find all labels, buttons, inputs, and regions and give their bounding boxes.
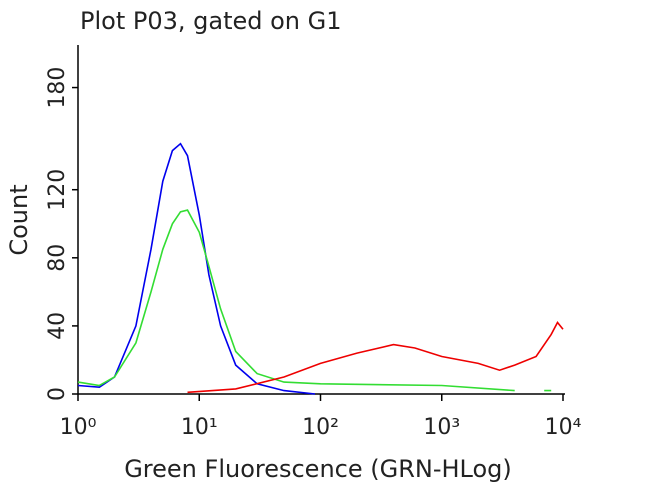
chart-title: Plot P03, gated on G1	[80, 7, 342, 35]
y-tick-label: 180	[45, 67, 70, 109]
histogram-line	[187, 321, 564, 394]
histogram-line	[77, 209, 552, 392]
x-tick-label: 10³	[423, 415, 460, 440]
y-tick-label: 40	[45, 312, 70, 340]
x-axis-label: Green Fluorescence (GRN-HLog)	[124, 455, 512, 483]
y-tick-label: 0	[45, 387, 70, 401]
y-axis-label: Count	[5, 184, 33, 255]
x-tick-label: 10⁴	[545, 415, 582, 440]
x-tick-label: 10¹	[181, 415, 218, 440]
x-tick-label: 10²	[302, 415, 339, 440]
x-tick-label: 10⁰	[60, 415, 97, 440]
y-tick-label: 80	[45, 244, 70, 272]
y-tick-label: 120	[45, 169, 70, 211]
histogram-line	[77, 142, 316, 395]
